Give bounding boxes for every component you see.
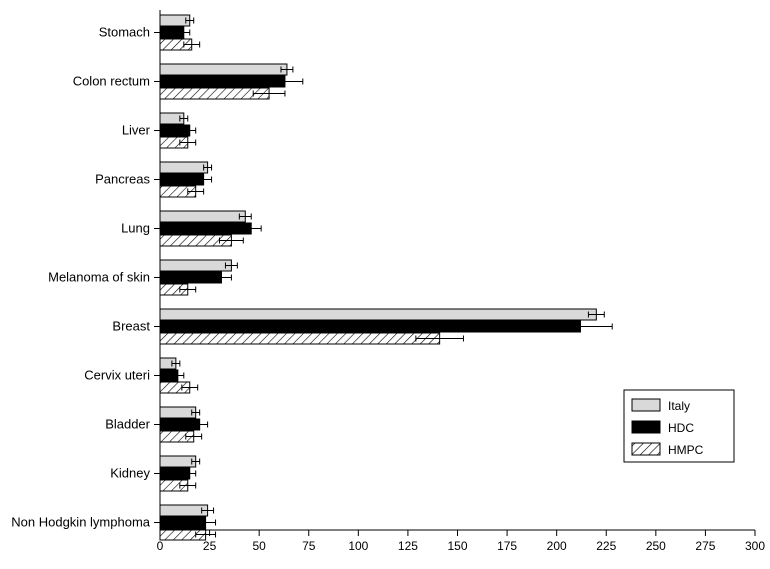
bar-hmpc: [160, 333, 440, 344]
bar-italy: [160, 260, 231, 271]
x-tick-label: 125: [398, 539, 418, 553]
category-label: Melanoma of skin: [48, 270, 150, 285]
x-tick-label: 175: [497, 539, 517, 553]
x-tick-label: 200: [547, 539, 567, 553]
bar-hdc: [160, 76, 285, 87]
cancer-incidence-chart: Stomach Colon rectum Liver Pancreas Lung Mela…: [0, 0, 770, 569]
category-label: Bladder: [105, 417, 150, 432]
bar-italy: [160, 309, 596, 320]
chart-svg: Stomach Colon rectum Liver Pancreas Lung Mela…: [0, 0, 770, 569]
bar-italy: [160, 211, 245, 222]
legend-label-hdc: HDC: [668, 421, 694, 435]
x-tick-label: 50: [252, 539, 266, 553]
category-label: Non Hodgkin lymphoma: [11, 515, 151, 530]
bar-italy: [160, 456, 196, 467]
bar-italy: [160, 407, 196, 418]
category-label: Kidney: [110, 466, 150, 481]
bar-italy: [160, 64, 287, 75]
legend-swatch-italy: [632, 399, 660, 411]
category-label: Lung: [121, 221, 150, 236]
bar-italy: [160, 505, 208, 516]
x-tick-label: 75: [302, 539, 316, 553]
category-label: Cervix uteri: [84, 368, 150, 383]
x-tick-label: 225: [596, 539, 616, 553]
category-label: Liver: [122, 123, 151, 138]
bar-italy: [160, 162, 208, 173]
x-tick-label: 275: [695, 539, 715, 553]
legend-label-hmpc: HMPC: [668, 443, 704, 457]
legend-swatch-hdc: [632, 421, 660, 433]
legend-label-italy: Italy: [668, 399, 690, 413]
category-label: Pancreas: [95, 172, 150, 187]
bar-hdc: [160, 223, 251, 234]
x-tick-label: 300: [745, 539, 765, 553]
legend-swatch-hmpc: [632, 443, 660, 455]
category-label: Breast: [112, 319, 150, 334]
category-label: Colon rectum: [73, 74, 150, 89]
x-tick-label: 25: [203, 539, 217, 553]
category-label: Stomach: [99, 25, 150, 40]
x-tick-label: 0: [157, 539, 164, 553]
x-tick-label: 100: [348, 539, 368, 553]
x-tick-label: 150: [447, 539, 467, 553]
x-tick-label: 250: [646, 539, 666, 553]
bar-hdc: [160, 321, 580, 332]
